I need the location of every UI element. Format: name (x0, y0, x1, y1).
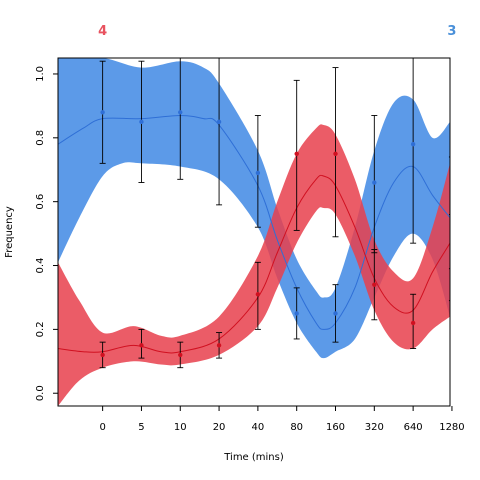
x-tick-label-1280: 1280 (439, 422, 464, 433)
data-point-series-3-x-20 (216, 119, 222, 125)
data-point-series-4-x-20 (216, 343, 222, 348)
confidence-band-series-4 (58, 124, 450, 406)
y-tick-label-0.0: 0.0 (35, 385, 46, 401)
data-point-series-4-x-80 (294, 151, 299, 156)
data-point-series-4-x-5 (139, 343, 144, 348)
x-tick-label-5: 5 (138, 422, 144, 433)
y-tick-label-0.4: 0.4 (35, 258, 46, 274)
data-point-series-3-x-10 (178, 110, 183, 115)
confidence-band-series-3 (58, 58, 450, 359)
data-point-series-4-x-40 (255, 292, 261, 297)
data-point-series-4-x-10 (178, 352, 183, 358)
data-point-series-4-x-320 (372, 282, 377, 287)
data-point-series-3-x-40 (255, 170, 261, 176)
x-axis-title: Time (mins) (223, 452, 284, 463)
y-tick-label-0.6: 0.6 (35, 194, 46, 210)
x-tick-label-640: 640 (404, 422, 423, 433)
x-tick-label-80: 80 (290, 422, 303, 433)
data-point-series-4-x-640 (410, 320, 416, 326)
x-tick-label-40: 40 (252, 422, 265, 433)
data-points (100, 110, 450, 358)
confidence-bands (58, 58, 450, 406)
plot-frame (57, 57, 451, 407)
y-tick-label-0.8: 0.8 (35, 130, 46, 146)
x-tick-label-10: 10 (174, 422, 187, 433)
x-tick-label-20: 20 (213, 422, 226, 433)
data-point-series-3-x-320 (372, 180, 377, 185)
data-point-series-3-x-80 (294, 311, 299, 316)
x-axis: 0 5 10 20 40 80 160 320 640 1280 (99, 406, 465, 433)
x-tick-label-0: 0 (99, 422, 105, 433)
y-tick-label-0.2: 0.2 (35, 321, 46, 337)
data-point-series-4-x-0 (100, 352, 105, 358)
y-tick-label-1.0: 1.0 (35, 66, 46, 82)
data-point-series-3-x-5 (139, 119, 144, 125)
data-point-series-4-x-160 (333, 151, 338, 156)
data-point-series-3-x-160 (333, 311, 338, 316)
x-tick-label-320: 320 (365, 422, 384, 433)
data-point-series-3-x-0 (100, 110, 105, 115)
y-axis-title: Frequency (4, 206, 15, 258)
legend-label-4: 4 (98, 24, 107, 39)
y-axis: 0.0 0.2 0.4 0.6 0.8 1.0 (35, 66, 58, 401)
x-tick-label-160: 160 (326, 422, 345, 433)
legend-label-3: 3 (447, 24, 456, 39)
data-point-series-3-x-640 (410, 142, 416, 147)
